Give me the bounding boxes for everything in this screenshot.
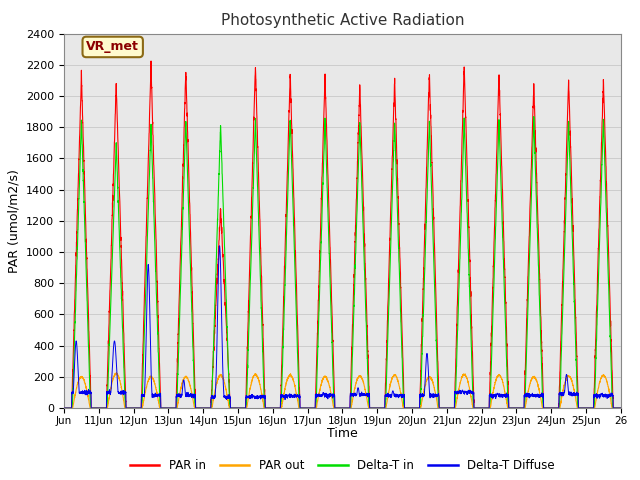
Legend: PAR in, PAR out, Delta-T in, Delta-T Diffuse: PAR in, PAR out, Delta-T in, Delta-T Dif… bbox=[125, 455, 560, 477]
X-axis label: Time: Time bbox=[327, 427, 358, 440]
Y-axis label: PAR (umol/m2/s): PAR (umol/m2/s) bbox=[8, 169, 20, 273]
Title: Photosynthetic Active Radiation: Photosynthetic Active Radiation bbox=[221, 13, 464, 28]
Text: VR_met: VR_met bbox=[86, 40, 139, 53]
